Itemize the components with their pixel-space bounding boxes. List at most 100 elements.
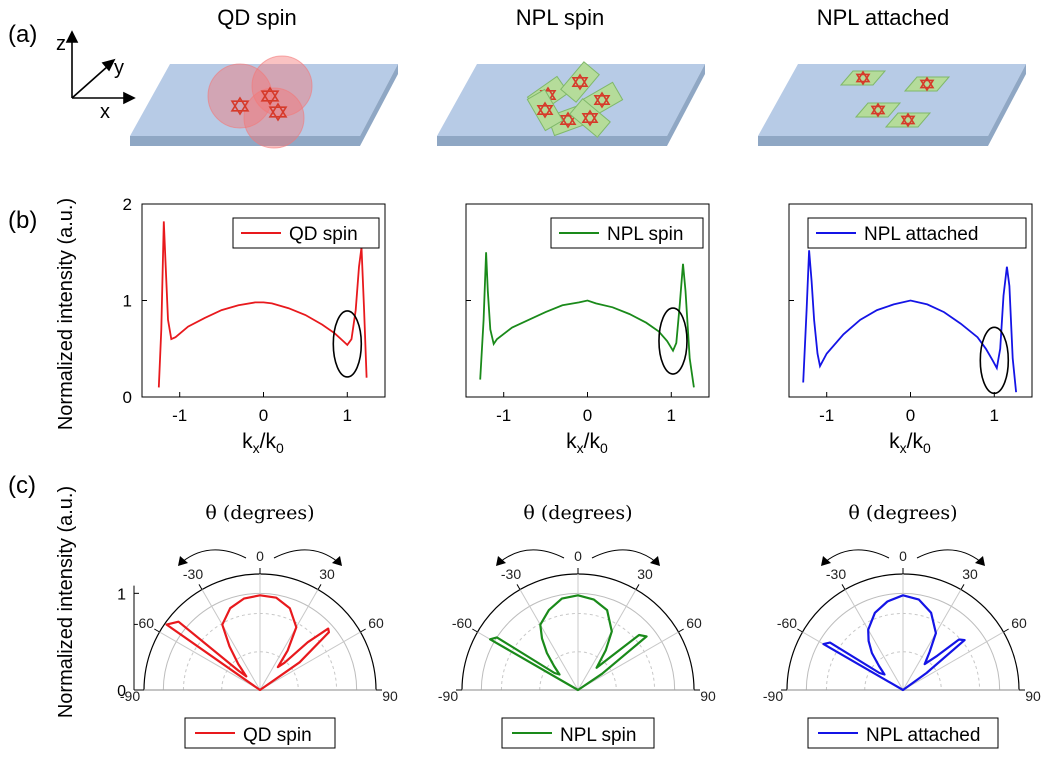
polar-spoke bbox=[577, 631, 679, 691]
panel-b-charts: -1 0 1 0 1 2 QD spin -1 0 1 NPL spin -1 0 1 NPL attach… bbox=[123, 195, 1033, 425]
legend-label: NPL attached bbox=[864, 224, 978, 245]
nanocrystal-core bbox=[260, 86, 280, 106]
polar-angle-label: -90 bbox=[763, 688, 783, 704]
polar-spoke bbox=[902, 589, 962, 691]
nanoplatelet-flat bbox=[839, 70, 887, 86]
x-tick-label: 0 bbox=[583, 406, 592, 425]
nanocrystal-core bbox=[593, 91, 611, 109]
b-ylabel: Normalized intensity (a.u.) bbox=[55, 198, 77, 430]
axis-y-label: y bbox=[114, 57, 124, 79]
x-tick-label: -1 bbox=[819, 406, 834, 425]
polar-legend-label: QD spin bbox=[243, 725, 312, 746]
kx-slash: /k bbox=[260, 430, 277, 453]
substrate-side bbox=[988, 64, 1026, 146]
kx-k: k bbox=[242, 430, 253, 453]
polar-angle-label: -60 bbox=[452, 615, 472, 631]
x-tick-label: 1 bbox=[990, 406, 999, 425]
polar-spoke bbox=[259, 589, 319, 691]
kx-sub-x: x bbox=[253, 440, 260, 456]
polar-legend-label: NPL spin bbox=[560, 725, 636, 746]
polar-angle-label: -90 bbox=[438, 688, 458, 704]
polar-series-line bbox=[489, 594, 648, 692]
polar-tick bbox=[960, 584, 965, 590]
panel-label-b: (b) bbox=[8, 207, 37, 234]
kx-sub-0: 0 bbox=[923, 440, 931, 456]
polar-legend-label: NPL attached bbox=[866, 725, 980, 746]
substrate-side bbox=[360, 64, 398, 146]
radial-tick-label: 1 bbox=[117, 586, 126, 603]
polar-angle-label: 60 bbox=[1011, 615, 1027, 631]
nanocrystal-core bbox=[900, 112, 916, 128]
nanocrystal-core bbox=[230, 96, 250, 116]
polar-angle-label: 90 bbox=[1025, 688, 1041, 704]
nanocrystal-core bbox=[870, 102, 886, 118]
theta-arrow-left bbox=[181, 549, 247, 563]
polar-tick bbox=[678, 628, 684, 633]
legend-label: NPL spin bbox=[607, 224, 683, 245]
nanocrystal-core bbox=[571, 73, 589, 91]
kx-k: k bbox=[889, 430, 900, 453]
theta-arrow-left bbox=[499, 549, 565, 563]
x-tick-label: 0 bbox=[906, 406, 915, 425]
theta-label: θ (degrees) bbox=[205, 502, 314, 524]
substrate-2 bbox=[758, 64, 1026, 146]
polar-spoke bbox=[259, 631, 361, 691]
substrate-front bbox=[130, 136, 360, 146]
nanocrystal-core bbox=[581, 109, 599, 127]
arrowhead-left-icon bbox=[496, 556, 506, 566]
qd-shell bbox=[207, 63, 273, 129]
nanoplatelet bbox=[526, 88, 564, 132]
annotation-ellipse bbox=[332, 310, 363, 378]
substrate-front bbox=[437, 136, 667, 146]
polar-tick bbox=[841, 584, 846, 590]
nanoplatelet bbox=[560, 61, 600, 103]
axis-z-label: z bbox=[56, 33, 66, 55]
polar-chart-0: -90 -60 -30 0 30 60 90 θ (degrees) 0 1 QD spin bbox=[117, 502, 398, 749]
theta-arrow-left bbox=[824, 549, 890, 563]
polar-angle-label: -60 bbox=[134, 615, 154, 631]
polar-angle-label: -30 bbox=[183, 566, 203, 582]
x-tick-label: 1 bbox=[667, 406, 676, 425]
arrowhead-right-icon bbox=[650, 556, 660, 566]
polar-series-line bbox=[822, 594, 966, 692]
c-ylabel: Normalized intensity (a.u.) bbox=[55, 486, 77, 718]
qd-shell bbox=[243, 87, 305, 149]
annotation-ellipse bbox=[979, 326, 1010, 395]
polar-angle-label: 30 bbox=[962, 566, 978, 582]
polar-angle-label: 30 bbox=[319, 566, 335, 582]
kx-label-1: kx/k0 bbox=[566, 430, 608, 456]
theta-arrow-right bbox=[591, 549, 657, 563]
kx-axis-labels: kx/k0 kx/k0 kx/k0 bbox=[242, 430, 931, 456]
polar-spoke bbox=[844, 589, 904, 691]
polar-angle-label: 0 bbox=[899, 548, 907, 564]
arrowhead-left-icon bbox=[821, 556, 831, 566]
nanocrystal-core bbox=[559, 111, 577, 129]
polar-spoke bbox=[159, 631, 261, 691]
polar-spoke bbox=[902, 631, 1004, 691]
kx-label-2: kx/k0 bbox=[889, 430, 931, 456]
arrowhead-right-icon bbox=[332, 556, 342, 566]
substrate-1 bbox=[437, 61, 705, 146]
coordinate-axes-icon bbox=[65, 30, 136, 105]
substrate-top bbox=[437, 64, 705, 136]
sample-title-npl-attached: NPL attached bbox=[817, 5, 950, 30]
kx-label-0: kx/k0 bbox=[242, 430, 284, 456]
theta-arrow-right bbox=[916, 549, 982, 563]
series-line bbox=[802, 250, 1017, 393]
x-tick-label: 0 bbox=[259, 406, 268, 425]
kspace-chart-0: -1 0 1 0 1 2 QD spin bbox=[123, 195, 386, 425]
nanoplatelet bbox=[569, 98, 611, 138]
polar-tick bbox=[317, 584, 322, 590]
nanocrystal-core bbox=[919, 76, 935, 92]
nanoplatelet-flat bbox=[884, 112, 932, 128]
substrate-side bbox=[667, 64, 705, 146]
polar-angle-label: 90 bbox=[700, 688, 716, 704]
polar-angle-label: -60 bbox=[777, 615, 797, 631]
polar-angle-label: -30 bbox=[501, 566, 521, 582]
annotation-ellipse bbox=[658, 307, 688, 375]
polar-angle-label: 30 bbox=[637, 566, 653, 582]
polar-spoke bbox=[201, 589, 261, 691]
polar-angle-label: 60 bbox=[686, 615, 702, 631]
